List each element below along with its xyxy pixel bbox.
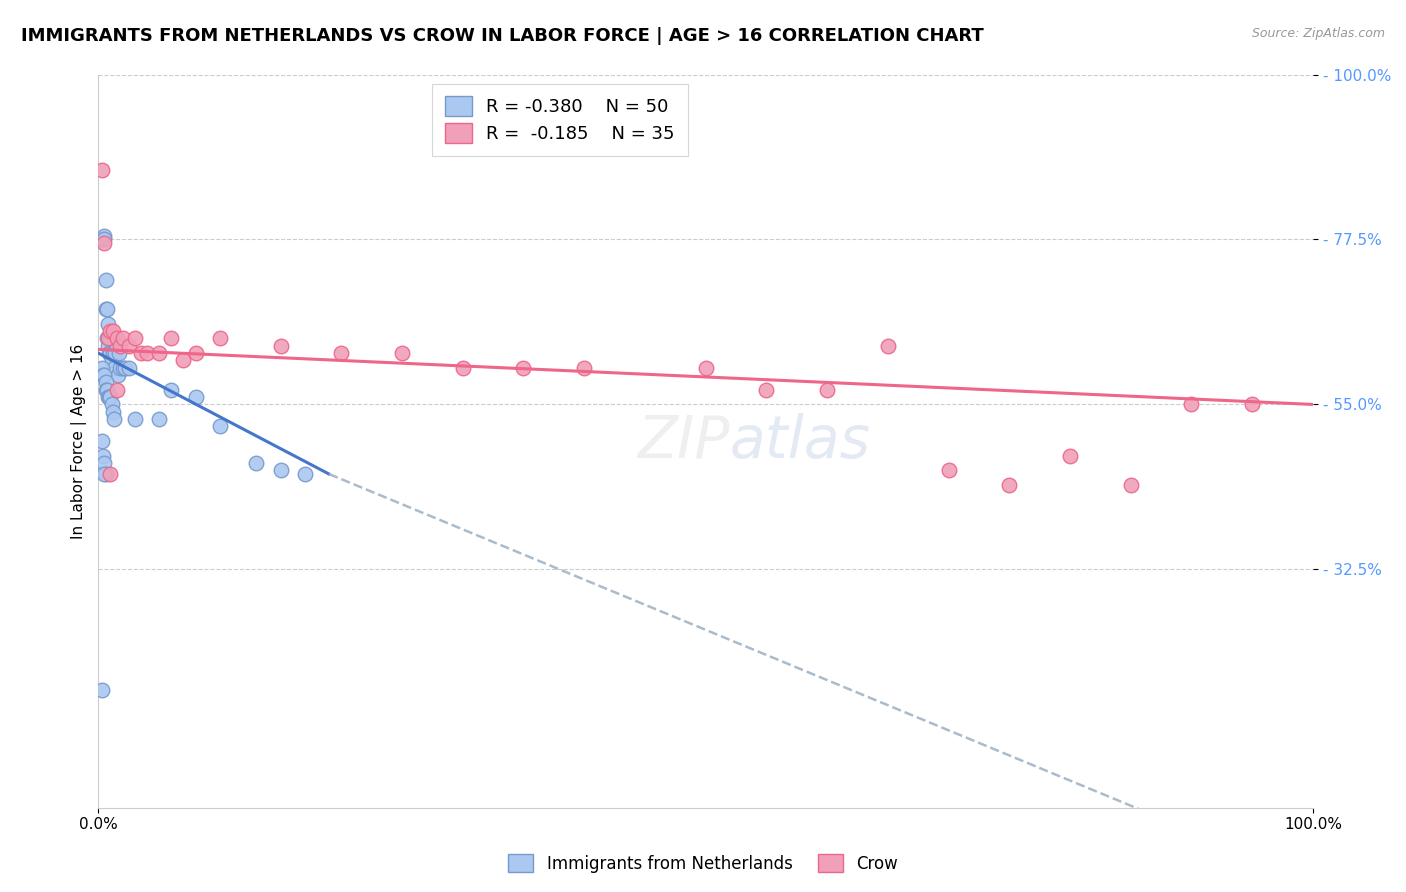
Point [755, 383, 778, 397]
Point [96, 383, 118, 397]
Point [148, 346, 170, 360]
Point [572, 360, 595, 375]
Point [98, 346, 121, 360]
Point [100, 324, 122, 338]
Point [91, 162, 114, 177]
Point [451, 360, 474, 375]
Point [815, 383, 838, 397]
Point [94, 273, 117, 287]
Point [270, 339, 292, 353]
Point [512, 360, 534, 375]
Point [93, 236, 115, 251]
Point [270, 463, 292, 477]
Point [97, 390, 120, 404]
Point [294, 467, 316, 481]
Point [105, 383, 128, 397]
Point [100, 331, 122, 345]
Point [160, 383, 183, 397]
Text: atlas: atlas [730, 413, 870, 469]
Point [97, 317, 120, 331]
Point [93, 467, 115, 481]
Point [208, 419, 231, 434]
Point [91, 449, 114, 463]
Point [103, 412, 125, 426]
Point [108, 346, 131, 360]
Point [391, 346, 413, 360]
Point [1119, 478, 1142, 492]
Point [93, 456, 115, 470]
Point [93, 232, 115, 246]
Point [105, 331, 128, 345]
Point [184, 390, 207, 404]
Point [1241, 397, 1264, 411]
Point [97, 339, 120, 353]
Point [136, 346, 159, 360]
Legend: R = -0.380    N = 50, R =  -0.185    N = 35: R = -0.380 N = 50, R = -0.185 N = 35 [432, 84, 688, 156]
Point [93, 368, 115, 383]
Point [118, 360, 141, 375]
Point [111, 331, 134, 345]
Point [100, 353, 122, 368]
Point [160, 331, 183, 345]
Point [94, 376, 117, 390]
Point [93, 228, 115, 243]
Point [105, 339, 128, 353]
Point [111, 360, 134, 375]
Point [129, 346, 152, 360]
Point [172, 353, 194, 368]
Point [107, 368, 129, 383]
Point [91, 360, 114, 375]
Point [101, 346, 124, 360]
Point [94, 302, 117, 317]
Point [103, 360, 125, 375]
Point [91, 434, 114, 449]
Point [94, 383, 117, 397]
Text: ZIP: ZIP [637, 413, 730, 469]
Point [100, 467, 122, 481]
Point [96, 331, 118, 345]
Point [148, 412, 170, 426]
Point [91, 683, 114, 698]
Point [104, 346, 127, 360]
Point [98, 390, 121, 404]
Point [1180, 397, 1202, 411]
Point [96, 302, 118, 317]
Text: Source: ZipAtlas.com: Source: ZipAtlas.com [1251, 27, 1385, 40]
Point [124, 331, 146, 345]
Point [118, 339, 141, 353]
Point [208, 331, 231, 345]
Point [124, 412, 146, 426]
Point [110, 339, 132, 353]
Point [184, 346, 207, 360]
Point [330, 346, 353, 360]
Legend: Immigrants from Netherlands, Crow: Immigrants from Netherlands, Crow [502, 847, 904, 880]
Point [91, 368, 114, 383]
Point [1059, 449, 1081, 463]
Point [245, 456, 267, 470]
Y-axis label: In Labor Force | Age > 16: In Labor Force | Age > 16 [72, 343, 87, 539]
Point [91, 232, 114, 246]
Point [938, 463, 960, 477]
Point [101, 405, 124, 419]
Point [101, 324, 124, 338]
Point [94, 467, 117, 481]
Point [998, 478, 1021, 492]
Point [100, 346, 122, 360]
Point [876, 339, 898, 353]
Text: IMMIGRANTS FROM NETHERLANDS VS CROW IN LABOR FORCE | AGE > 16 CORRELATION CHART: IMMIGRANTS FROM NETHERLANDS VS CROW IN L… [21, 27, 984, 45]
Point [97, 331, 120, 345]
Point [100, 346, 122, 360]
Point [100, 397, 122, 411]
Point [110, 360, 132, 375]
Point [114, 360, 136, 375]
Point [100, 390, 122, 404]
Point [695, 360, 717, 375]
